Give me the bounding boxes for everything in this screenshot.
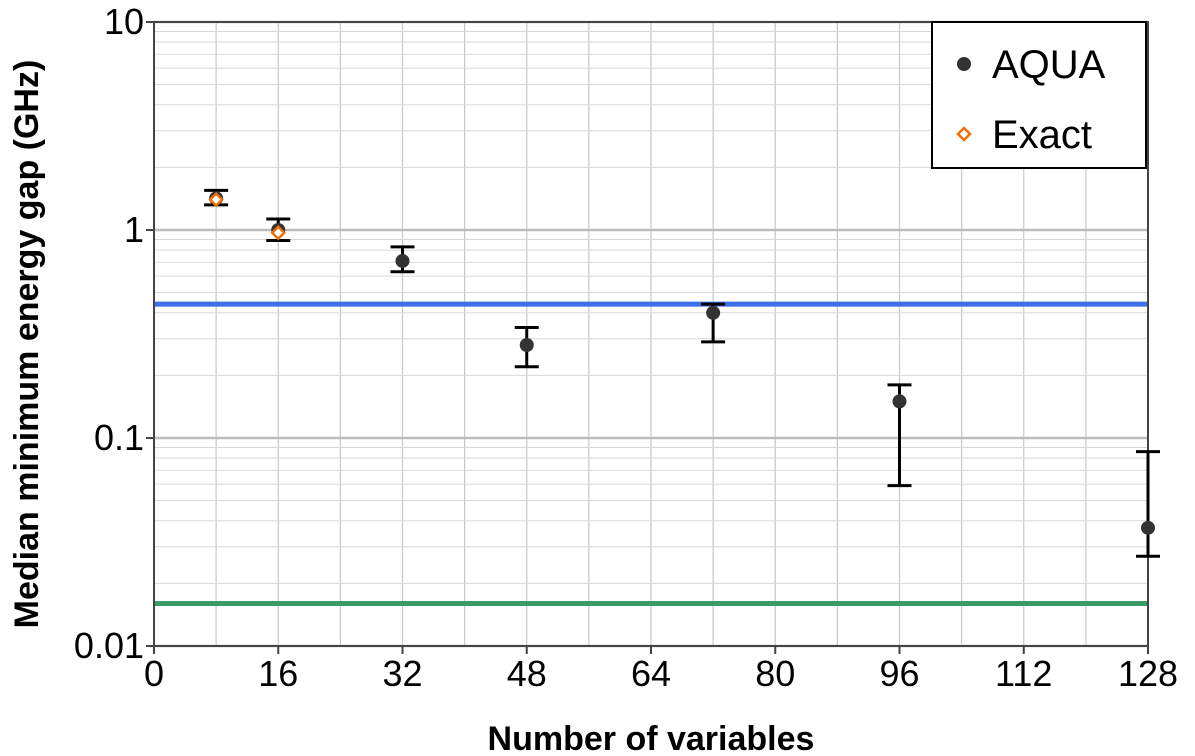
data-point-exact [208,191,224,208]
legend-box [931,21,1147,169]
data-point-aqua [395,253,410,268]
x-tick-label: 0 [144,653,164,694]
y-tick-label: 0.01 [74,625,144,666]
x-tick-label: 16 [258,653,298,694]
y-axis-ticks: 0.01 0.1 1 10 [74,1,154,666]
legend-label: Exact [992,113,1092,157]
legend-label: AQUA [992,43,1106,87]
x-axis-title: Number of variables [488,720,815,756]
legend-swatch-aqua [957,57,971,71]
data-point-aqua [1141,520,1155,535]
data-point-exact [270,224,287,241]
x-tick-label: 96 [879,653,919,694]
x-tick-label: 112 [995,653,1052,694]
y-tick-label: 1 [124,209,144,250]
legend-item: Exact [956,113,1092,157]
x-axis-ticks: 0 16 32 48 64 80 96 112 128 [144,646,1178,694]
legend-item: AQUA [957,43,1106,87]
x-tick-label: 128 [1118,653,1178,694]
legend: AQUA Exact [931,21,1147,169]
x-tick-label: 64 [631,653,671,694]
data-point-aqua [706,305,721,320]
x-tick-label: 48 [507,653,547,694]
y-tick-label: 10 [104,1,144,42]
error-bar [1136,450,1160,558]
error-bars [204,188,1160,558]
legend-swatch-exact [956,126,972,142]
data-point-aqua [519,337,534,352]
data-markers [208,191,1155,535]
x-tick-label: 80 [755,653,795,694]
x-tick-label: 32 [382,653,422,694]
data-point-aqua [892,394,907,409]
y-axis-title: Median minimum energy gap (GHz) [8,60,46,629]
reference-lines [154,301,1148,607]
y-tick-label: 0.1 [94,417,144,458]
